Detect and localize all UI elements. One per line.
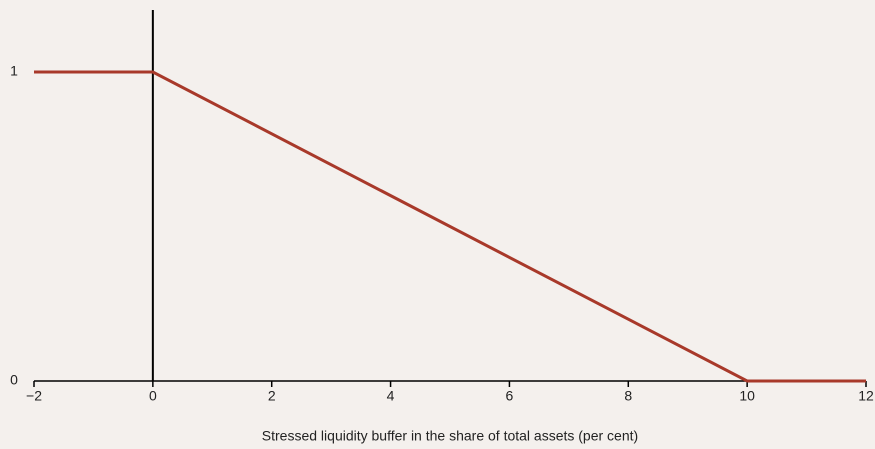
x-axis-title: Stressed liquidity buffer in the share o… <box>262 428 638 444</box>
y-tick-label: 0 <box>10 372 18 388</box>
x-tick-label: −2 <box>26 388 42 404</box>
y-tick-label: 1 <box>10 63 18 79</box>
x-tick-label: 6 <box>506 388 514 404</box>
line <box>34 70 866 383</box>
x-tick-label: 12 <box>858 388 874 404</box>
x-tick-label: 10 <box>739 388 755 404</box>
x-tick-label: 0 <box>149 388 157 404</box>
x-tick-label: 8 <box>624 388 632 404</box>
x-tick-label: 4 <box>387 388 395 404</box>
x-tick-label: 2 <box>268 388 276 404</box>
